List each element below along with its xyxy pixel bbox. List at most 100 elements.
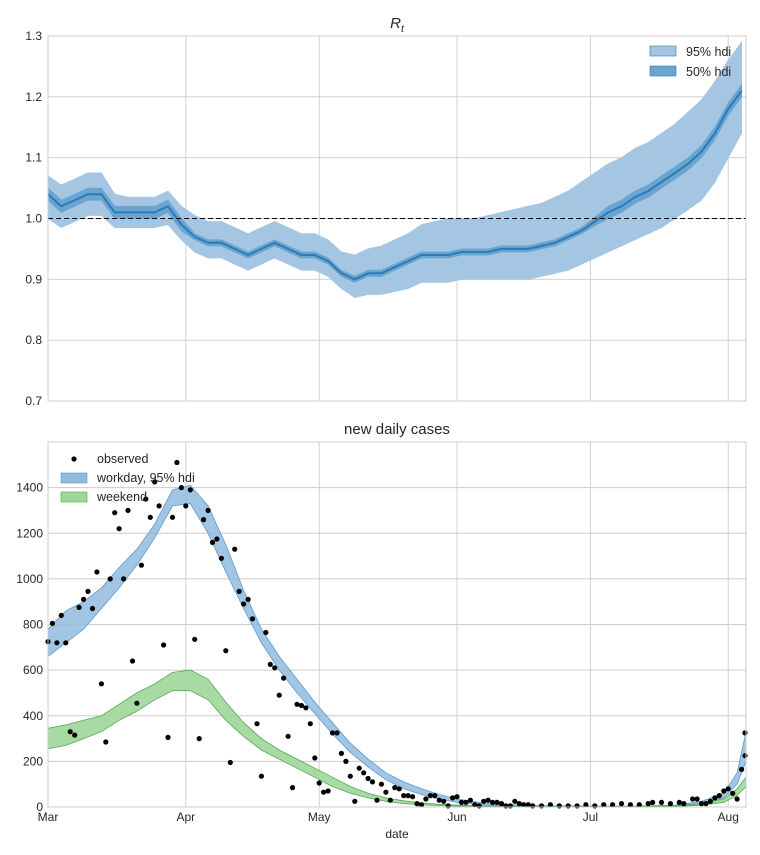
observed-point (254, 721, 260, 727)
observed-point (294, 701, 300, 707)
observed-point (85, 588, 91, 595)
observed-point (249, 616, 256, 622)
observed-point (205, 507, 211, 513)
observed-point (525, 802, 531, 808)
rt-y-tick-label: 1.1 (25, 151, 42, 165)
observed-point (498, 801, 505, 807)
observed-point (116, 526, 122, 532)
observed-point (156, 503, 162, 509)
observed-point (690, 796, 696, 802)
observed-point (516, 801, 522, 807)
observed-point (298, 702, 304, 709)
observed-point (645, 801, 651, 807)
rt-bands (47, 40, 743, 299)
observed-point (565, 803, 571, 809)
observed-point (316, 780, 322, 786)
observed-point (742, 730, 748, 736)
rt-hdi95-band (47, 40, 742, 299)
observed-point (192, 636, 198, 642)
observed-point (174, 459, 180, 466)
observed-point (436, 797, 442, 803)
observed-point (98, 681, 104, 687)
observed-point (414, 801, 420, 807)
rt-y-tick-labels: 0.7 0.8 0.9 1.0 1.1 1.2 1.3 (25, 29, 42, 408)
observed-point (636, 802, 642, 808)
observed-point (161, 642, 167, 648)
observed-point (707, 798, 714, 804)
observed-point (742, 753, 748, 759)
x-tick-label: Aug (718, 810, 739, 824)
observed-point (89, 605, 96, 612)
observed-point (285, 733, 291, 739)
observed-point (454, 794, 460, 800)
observed-point (72, 732, 78, 738)
observed-point (721, 788, 727, 794)
observed-point (618, 801, 625, 807)
observed-point (463, 799, 469, 806)
rt-chart-panel: 0.7 0.8 0.9 1.0 1.1 1.2 1.3 Rt 95% hdi 50% hdi (25, 15, 747, 408)
cases-y-tick-label: 0 (36, 800, 43, 814)
observed-point (547, 802, 554, 808)
observed-point (712, 795, 718, 801)
cases-plot-frame (47, 441, 747, 808)
observed-point (356, 765, 362, 771)
observed-point (112, 510, 118, 516)
observed-point (445, 803, 451, 809)
observed-point (107, 576, 113, 582)
cases-legend-label: workday, 95% hdi (96, 471, 195, 485)
cases-y-tick-label: 400 (23, 709, 43, 723)
observed-point (725, 786, 731, 792)
observed-point (739, 766, 745, 773)
observed-point (67, 729, 73, 735)
observed-point (485, 797, 491, 803)
observed-point (432, 793, 438, 799)
observed-point (325, 788, 331, 794)
x-tick-label: May (308, 810, 331, 824)
observed-point (418, 802, 425, 808)
observed-point (307, 721, 313, 727)
cases-legend: observed workday, 95% hdi weekend (60, 452, 195, 504)
observed-point (592, 803, 598, 809)
observed-point (289, 785, 296, 791)
legend-swatch-weekend (60, 491, 88, 503)
observed-point (134, 700, 140, 706)
observed-point (258, 773, 264, 779)
observed-point (441, 798, 447, 804)
observed-point (129, 658, 136, 664)
observed-point (169, 514, 176, 520)
observed-point (125, 507, 131, 513)
cases-y-tick-label: 1400 (16, 481, 43, 495)
observed-point (503, 803, 509, 809)
observed-point (138, 562, 144, 568)
observed-point (512, 798, 518, 804)
observed-point (49, 620, 56, 627)
observed-point (281, 675, 287, 681)
observed-point (63, 640, 69, 646)
observed-point (263, 629, 269, 636)
observed-point (583, 802, 589, 808)
cases-y-tick-label: 200 (23, 754, 43, 768)
observed-point (507, 803, 513, 809)
observed-point (387, 797, 393, 803)
observed-point (667, 801, 674, 807)
observed-point (272, 665, 278, 671)
rt-legend: 95% hdi 50% hdi (649, 45, 731, 79)
observed-point (472, 802, 478, 808)
rt-hdi50-band (47, 83, 742, 283)
observed-point (178, 485, 184, 491)
rt-y-tick-label: 1.2 (25, 90, 42, 104)
observed-point (227, 759, 233, 766)
observed-point (94, 569, 100, 575)
observed-point (530, 803, 536, 809)
observed-point (347, 773, 353, 779)
observed-point (378, 781, 384, 787)
rt-y-tick-label: 0.9 (25, 272, 42, 286)
observed-point (321, 789, 327, 795)
observed-point (458, 799, 465, 806)
cases-y-tick-label: 600 (23, 663, 43, 677)
observed-point (152, 479, 158, 485)
observed-point (374, 797, 380, 803)
observed-point (303, 705, 309, 711)
observed-point (676, 799, 682, 806)
